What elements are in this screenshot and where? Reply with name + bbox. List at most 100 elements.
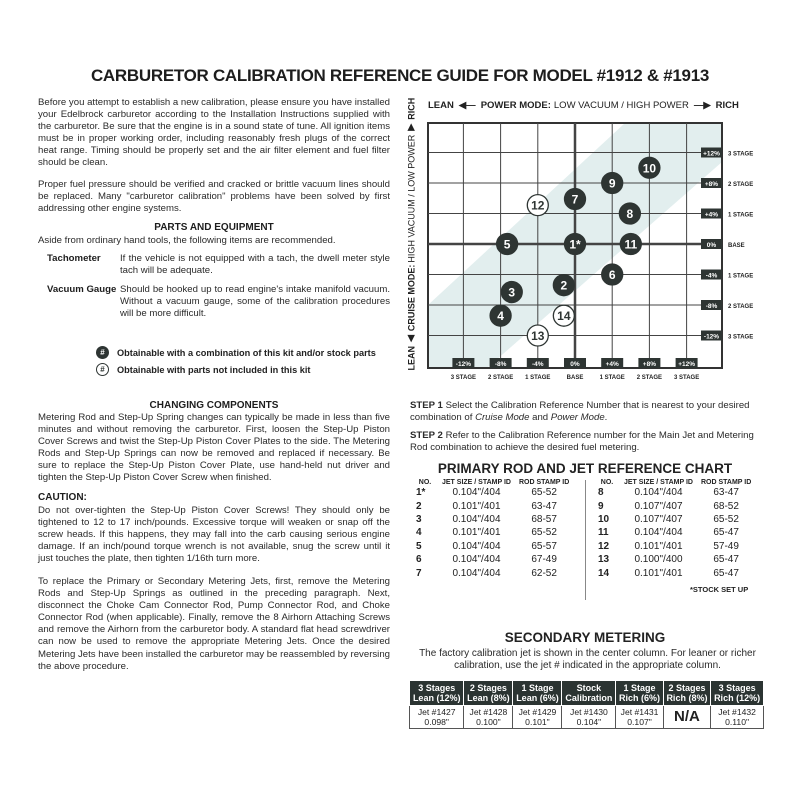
header-line: Lean (12%) (412, 693, 461, 703)
lean-label: LEAN (406, 346, 416, 371)
jet-number: Jet #1427 (417, 707, 456, 717)
changing-heading: CHANGING COMPONENTS (149, 400, 279, 411)
y-tick-label: +12% (703, 151, 720, 158)
x-tick-label: +12% (678, 361, 695, 368)
calibration-point-label: 5 (504, 238, 511, 252)
jet-size: 0.104"/404 (452, 487, 501, 499)
step-text: . (604, 412, 608, 424)
row-number: 13 (598, 554, 610, 566)
jet-size: 0.104"/404 (634, 527, 683, 539)
rich-label: RICH (715, 100, 739, 111)
calibration-point-label: 3 (508, 286, 515, 300)
row-number: 1* (416, 487, 426, 499)
table-row: 2 0.101"/401 63-47 (412, 499, 573, 512)
calibration-point (526, 193, 549, 217)
jet-size: 0.101" (525, 717, 550, 727)
x-tick-label: 0% (570, 361, 580, 368)
power-mode-sub: LOW VACUUM / HIGH POWER (553, 100, 689, 111)
calibration-point-label: 9 (609, 177, 616, 191)
row-number: 9 (598, 500, 604, 512)
rod-stamp: 67-49 (531, 554, 557, 566)
header-line: Lean (8%) (467, 693, 510, 703)
jet-number: Jet #1428 (469, 707, 508, 717)
header-line: Lean (6%) (516, 693, 559, 703)
x-stage-label: 2 STAGE (488, 375, 513, 381)
y-tick-label: +4% (705, 212, 718, 219)
calibration-point (526, 324, 549, 347)
step-1: STEP 1 Select the Calibration Reference … (410, 400, 765, 424)
table-row: 11 0.104"/404 65-47 (594, 526, 755, 539)
table-row: 5 0.104"/404 65-57 (412, 540, 573, 553)
y-stage-label: 1 STAGE (728, 274, 753, 280)
table-header: NO. JET SIZE / STAMP ID ROD STAMP ID (412, 479, 573, 486)
table-header: NO. JET SIZE / STAMP ID ROD STAMP ID (594, 479, 755, 486)
column-header: NO. (600, 479, 614, 486)
table-row: 8 0.104"/404 63-47 (594, 486, 755, 499)
calibration-point (495, 232, 519, 256)
tick-label-box (601, 358, 624, 368)
step-text: Select the Calibration Reference Number … (410, 400, 750, 424)
jet-size: 0.098" (424, 717, 449, 727)
jet-size: 0.100" (476, 717, 501, 727)
table-row: 4 0.101"/401 65-52 (412, 526, 573, 539)
tick-label-box (701, 269, 722, 280)
rod-stamp: 63-47 (531, 500, 557, 512)
rod-stamp: 68-57 (531, 513, 557, 525)
step-label: STEP 1 (410, 400, 443, 411)
y-tick-label: +8% (705, 181, 718, 188)
row-number: 4 (416, 527, 422, 539)
rod-stamp: 65-47 (713, 554, 739, 566)
row-number: 3 (416, 513, 422, 525)
jet-cell: Jet #1431 0.107" (615, 705, 664, 729)
column-header: 2 Stages Lean (8%) (463, 680, 514, 706)
stock-footnote: *STOCK SET UP (690, 585, 749, 594)
calibration-point (489, 304, 512, 327)
calibration-point-label: 8 (627, 207, 634, 221)
column-header: 2 Stages Rich (8%) (662, 680, 712, 706)
column-header: 1 Stage Rich (6%) (615, 680, 664, 706)
calibration-point (601, 171, 624, 195)
table-divider (585, 480, 586, 600)
column-header: JET SIZE / STAMP ID (624, 479, 693, 486)
rod-stamp: 62-52 (531, 567, 557, 579)
caution-paragraph: Do not over-tighten the Step-Up Piston C… (38, 505, 390, 565)
legend-open: # Obtainable with parts not included in … (96, 363, 310, 376)
jet-number: Jet #1432 (718, 707, 756, 717)
calibration-point (552, 304, 575, 327)
jet-size: 0.101"/401 (634, 540, 683, 552)
x-stage-label: 1 STAGE (525, 375, 550, 381)
calibration-point-label: 7 (572, 193, 579, 207)
calibration-point-label: 14 (557, 309, 571, 323)
parts-item-desc: If the vehicle is not equipped with a ta… (120, 253, 390, 277)
changing-paragraph: Metering Rod and Step-Up Spring changes … (38, 412, 390, 484)
step-2: STEP 2 Refer to the Calibration Referenc… (410, 430, 765, 454)
tick-label-box (675, 358, 698, 368)
rod-stamp: 57-49 (713, 540, 739, 552)
jet-size: 0.101"/401 (452, 500, 501, 512)
table-row: 9 0.107"/407 68-52 (594, 499, 755, 512)
tick-label-box (638, 358, 661, 368)
table-row: 14 0.101"/401 65-47 (594, 566, 755, 579)
rod-stamp: 65-52 (531, 487, 557, 499)
calibration-point-label: 1* (569, 238, 581, 252)
header-line: Rich (6%) (619, 693, 661, 703)
jet-size: 0.107"/407 (634, 513, 683, 525)
legend-filled: # Obtainable with a combination of this … (96, 346, 376, 359)
tick-label-box (701, 330, 722, 341)
page-title: CARBURETOR CALIBRATION REFERENCE GUIDE F… (90, 66, 710, 85)
row-number: 2 (416, 500, 422, 512)
parts-item-name: Tachometer (47, 253, 101, 264)
x-tick-label: -4% (532, 361, 544, 368)
primary-table-right: NO. JET SIZE / STAMP ID ROD STAMP ID 8 0.104… (594, 479, 755, 580)
y-tick-label: 0% (707, 242, 717, 249)
cruise-mode-label: CRUISE MODE: (406, 264, 416, 332)
calibration-point-label: 2 (560, 279, 567, 293)
jet-size: 0.107"/407 (634, 500, 683, 512)
calibration-point-label: 13 (531, 329, 545, 343)
rod-stamp: 65-57 (531, 540, 557, 552)
table-row: 7 0.104"/404 62-52 (412, 566, 573, 579)
arrow-left-icon: ◀— (458, 100, 476, 111)
lean-label: LEAN (428, 100, 454, 111)
parts-item-name: Vacuum Gauge (47, 284, 117, 295)
calibration-point (638, 156, 661, 179)
